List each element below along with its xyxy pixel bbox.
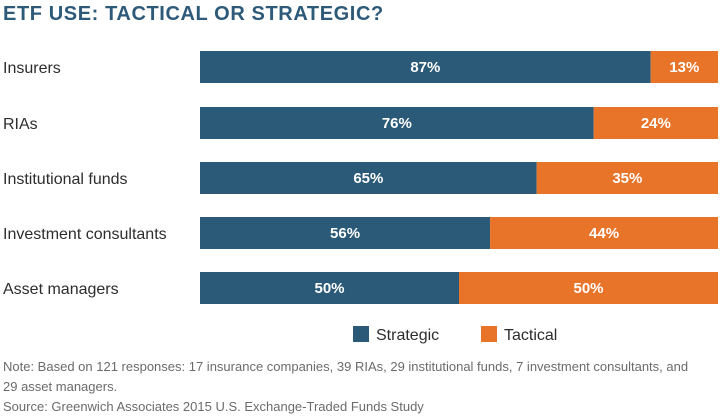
bar-value-label-strategic-asset-managers: 50% [314, 280, 344, 297]
category-label-institutional-funds: Institutional funds [3, 171, 128, 188]
bar-tactical-institutional-funds [536, 162, 718, 194]
legend-swatch-strategic [353, 326, 369, 342]
chart-note: Note: Based on 121 responses: 17 insuran… [3, 359, 689, 394]
stacked-bar-chart: Insurers 87% 13% RIAs 76% 24% Institutional fu… [3, 51, 718, 344]
bar-tactical-investment-consultants [490, 217, 718, 249]
bar-strategic-asset-managers [200, 272, 459, 304]
category-label-rias: RIAs [3, 116, 38, 133]
bar-value-label-tactical-institutional-funds: 35% [612, 170, 642, 187]
bar-tactical-asset-managers [459, 272, 718, 304]
bar-value-label-tactical-investment-consultants: 44% [589, 225, 619, 242]
bar-value-label-tactical-insurers: 13% [669, 59, 699, 76]
bar-strategic-insurers [200, 51, 651, 83]
category-label-insurers: Insurers [3, 60, 61, 77]
bar-strategic-institutional-funds [200, 162, 537, 194]
legend-label-tactical: Tactical [504, 327, 557, 344]
chart-title: ETF USE: TACTICAL OR STRATEGIC? [3, 3, 384, 25]
bar-value-label-tactical-rias: 24% [641, 115, 671, 132]
bar-value-label-strategic-institutional-funds: 65% [353, 170, 383, 187]
bar-value-label-strategic-insurers: 87% [410, 59, 440, 76]
chart-source: Source: Greenwich Associates 2015 U.S. E… [3, 399, 424, 414]
bar-tactical-rias [593, 107, 718, 139]
category-label-asset-managers: Asset managers [3, 281, 119, 298]
legend-label-strategic: Strategic [376, 327, 439, 344]
bar-value-label-tactical-asset-managers: 50% [573, 280, 603, 297]
bar-strategic-rias [200, 107, 594, 139]
bar-value-label-strategic-rias: 76% [382, 115, 412, 132]
legend-swatch-tactical [481, 326, 497, 342]
bar-value-label-strategic-investment-consultants: 56% [330, 225, 360, 242]
bar-tactical-insurers [650, 51, 718, 83]
bar-strategic-investment-consultants [200, 217, 491, 249]
category-label-investment-consultants: Investment consultants [3, 226, 167, 243]
